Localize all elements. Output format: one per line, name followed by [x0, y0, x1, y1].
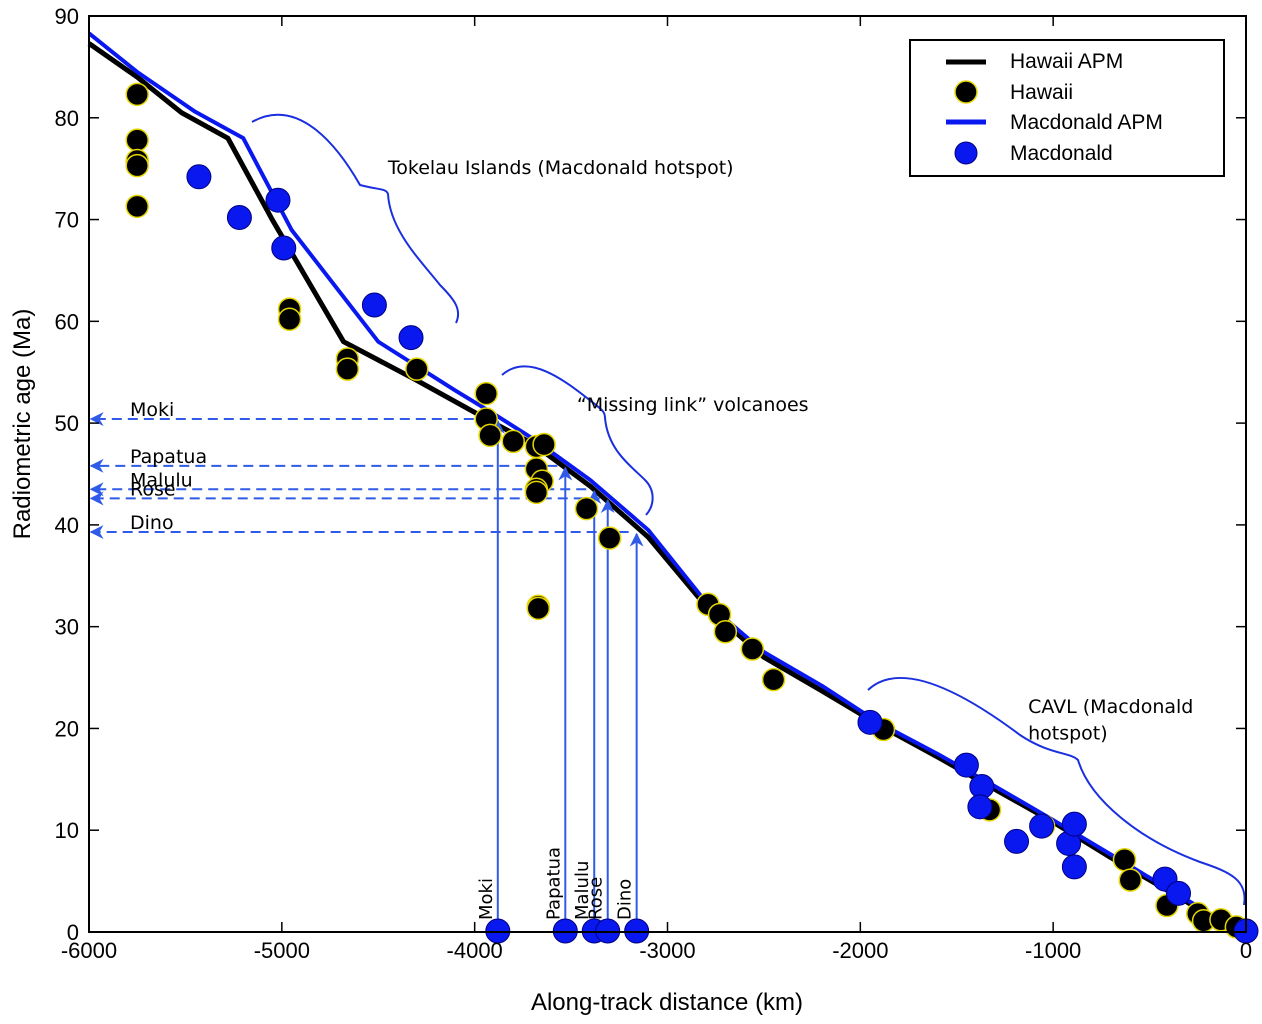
- point-hawaii: [1118, 868, 1143, 892]
- volcano-label-malulu: Malulu: [572, 861, 593, 920]
- point-hawaii: [597, 526, 622, 550]
- point-macdonald: [857, 709, 883, 735]
- point-hawaii: [532, 432, 556, 457]
- point-hawaii: [335, 357, 360, 381]
- point-hawaii: [125, 82, 149, 107]
- x-axis-title: Along-track distance (km): [531, 989, 803, 1016]
- legend-label-hawaii: Hawaii: [1010, 81, 1073, 104]
- age-label-dino: Dino: [130, 512, 174, 534]
- legend-label-macdonald-apm: Macdonald APM: [1010, 111, 1163, 134]
- point-hawaii: [125, 153, 149, 178]
- x-tick-label: 0: [1240, 938, 1252, 963]
- point-macdonald: [361, 292, 387, 318]
- point-hawaii: [574, 496, 599, 521]
- annotation-tokelau: Tokelau Islands (Macdonald hotspot): [387, 157, 734, 179]
- point-macdonald: [1061, 854, 1087, 880]
- point-macdonald: [271, 235, 297, 261]
- age-label-rose: Rose: [130, 478, 176, 500]
- point-macdonald: [624, 918, 650, 944]
- age-label-papatua: Papatua: [130, 446, 207, 468]
- x-tick-label: -1000: [1025, 938, 1081, 963]
- point-macdonald: [1061, 811, 1087, 837]
- legend: Hawaii APM Hawaii Macdonald APM Macdonal…: [909, 39, 1225, 177]
- y-tick-label: 90: [55, 4, 79, 29]
- series-line-hawaii-apm: [87, 41, 1247, 935]
- point-hawaii: [478, 423, 502, 448]
- point-macdonald: [485, 918, 511, 944]
- point-hawaii: [526, 596, 551, 621]
- age-projection-arrows: MokiMokiPapatuaPapatuaMaluluMaluluRoseRo…: [89, 399, 644, 920]
- x-tick-label: -2000: [832, 938, 888, 963]
- volcano-label-papatua: Papatua: [543, 847, 564, 920]
- point-hawaii: [277, 307, 302, 332]
- x-tick-label: -4000: [447, 938, 503, 963]
- axes: -6000 -5000 -4000 -3000 -2000 -1000 0 0 10 20 30 40…: [55, 4, 1253, 963]
- y-tick-label: 10: [55, 818, 79, 843]
- point-macdonald: [1166, 880, 1192, 906]
- y-tick-label: 0: [67, 920, 79, 945]
- point-hawaii: [524, 480, 549, 505]
- point-hawaii: [474, 381, 498, 406]
- point-hawaii: [740, 637, 765, 661]
- y-tick-label: 80: [55, 106, 79, 131]
- y-tick-label: 40: [55, 513, 79, 538]
- bracket-tokelau: [251, 113, 460, 324]
- point-hawaii: [125, 194, 149, 219]
- legend-swatch-hawaii: [954, 80, 978, 104]
- point-macdonald: [953, 752, 979, 778]
- x-tick-label: -3000: [639, 938, 695, 963]
- apm-lines: [87, 31, 1247, 935]
- y-tick-label: 70: [55, 208, 79, 233]
- point-macdonald: [1029, 813, 1055, 839]
- volcano-label-dino: Dino: [615, 879, 636, 920]
- y-tick-label: 60: [55, 309, 79, 334]
- y-tick-label: 50: [55, 411, 79, 436]
- y-axis-title: Radiometric age (Ma): [9, 309, 36, 540]
- bracket-missing-link: [501, 365, 654, 516]
- point-hawaii: [713, 620, 738, 644]
- point-hawaii: [125, 128, 149, 152]
- point-macdonald: [595, 918, 621, 944]
- point-hawaii: [501, 429, 525, 454]
- point-macdonald: [265, 187, 291, 213]
- volcano-label-rose: Rose: [586, 877, 607, 920]
- bracket-cavl: [867, 676, 1246, 906]
- legend-label-hawaii-apm: Hawaii APM: [1010, 50, 1123, 73]
- point-macdonald: [1004, 828, 1030, 854]
- x-tick-label: -6000: [61, 938, 117, 963]
- annotation-cavl-line2: hotspot): [1028, 723, 1108, 745]
- point-macdonald: [552, 918, 578, 944]
- legend-label-macdonald: Macdonald: [1010, 142, 1113, 165]
- age-label-moki: Moki: [130, 399, 174, 421]
- age-label-malulu: Malulu: [130, 469, 193, 491]
- x-tick-label: -5000: [254, 938, 310, 963]
- volcano-label-moki: Moki: [476, 878, 497, 920]
- annotation-cavl-line1: CAVL (Macdonald: [1028, 696, 1193, 718]
- region-brackets: [251, 113, 1246, 906]
- y-tick-label: 30: [55, 615, 79, 640]
- point-hawaii: [761, 667, 786, 692]
- point-macdonald: [967, 794, 993, 820]
- annotations: Tokelau Islands (Macdonald hotspot) “Mis…: [387, 157, 1193, 745]
- point-macdonald: [226, 205, 252, 231]
- data-points: [125, 82, 1259, 944]
- point-hawaii: [1112, 847, 1137, 872]
- point-hawaii: [405, 357, 429, 381]
- point-macdonald: [398, 325, 424, 351]
- y-tick-label: 20: [55, 716, 79, 741]
- annotation-missing-link: “Missing link” volcanoes: [577, 394, 809, 416]
- legend-swatch-macdonald: [954, 141, 978, 165]
- series-line-macdonald-apm: [87, 31, 1247, 934]
- point-macdonald: [186, 164, 212, 190]
